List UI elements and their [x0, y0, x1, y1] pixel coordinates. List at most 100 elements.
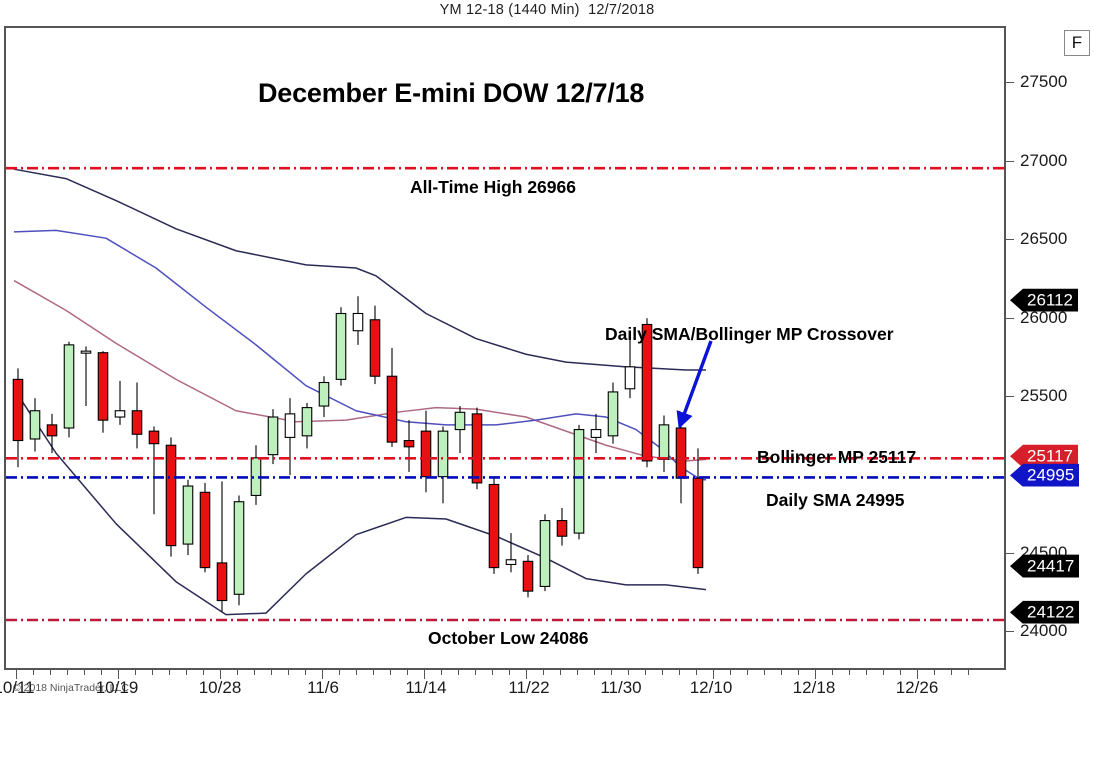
candle-body[interactable]: [692, 477, 704, 569]
date-tick-mark: [951, 670, 952, 675]
date-tick-mark: [203, 670, 204, 675]
annotation-october-low: October Low 24086: [428, 628, 589, 648]
level-marker-24122[interactable]: 24122: [1010, 600, 1080, 624]
date-tick-mark: [611, 670, 612, 675]
candle-body[interactable]: [624, 366, 636, 390]
candle-body[interactable]: [641, 323, 653, 462]
candle-body[interactable]: [267, 416, 279, 456]
date-tick-label: 10/11: [0, 678, 35, 697]
date-tick-mark: [458, 670, 459, 675]
date-tick-mark: [747, 670, 748, 675]
date-axis[interactable]: 10/11 10/19 10/28 11/6 11/14 11/22 11/30 12/10 1…: [0, 670, 1006, 710]
date-tick-mark: [968, 670, 969, 675]
candle-body[interactable]: [97, 352, 109, 421]
level-marker-24417[interactable]: 24417: [1010, 554, 1080, 578]
date-tick-mark: [849, 670, 850, 675]
price-tick-mark: [1006, 396, 1014, 398]
candle-body[interactable]: [454, 411, 466, 431]
series-bollinger-mp: [13, 279, 707, 462]
candle-body[interactable]: [335, 312, 347, 380]
candle-body[interactable]: [573, 429, 585, 534]
candle-body[interactable]: [556, 519, 568, 537]
candle-body[interactable]: [46, 424, 58, 437]
candle-body[interactable]: [318, 381, 330, 407]
price-axis[interactable]: 27500 27000 26500 26000 25500 24500 24000 26112…: [1006, 26, 1094, 670]
candle-body[interactable]: [658, 424, 670, 460]
date-tick-mark: [339, 670, 340, 675]
candle-body[interactable]: [199, 491, 211, 569]
candle-body[interactable]: [352, 312, 364, 332]
date-tick-mark: [900, 670, 901, 675]
series-bollinger-lower-band: [13, 388, 707, 616]
candle-body[interactable]: [488, 483, 500, 569]
last-price-marker[interactable]: 26112: [1010, 288, 1079, 312]
candle-body[interactable]: [386, 375, 398, 443]
candle-body[interactable]: [522, 560, 534, 592]
date-tick-mark: [84, 670, 85, 675]
date-tick-mark: [934, 670, 935, 675]
candle-body[interactable]: [607, 391, 619, 437]
candle-body[interactable]: [63, 344, 75, 429]
candle-body[interactable]: [420, 430, 432, 478]
date-tick-mark: [407, 670, 408, 675]
candle-body[interactable]: [131, 410, 143, 435]
chart-plot-area[interactable]: © 2018 NinjaTrader, LLC: [4, 26, 1006, 694]
date-tick-mark: [866, 670, 867, 675]
candle-body[interactable]: [505, 559, 517, 566]
series-bollinger-upper-band: [13, 168, 706, 371]
annotation-crossover: Daily SMA/Bollinger MP Crossover: [605, 324, 894, 344]
date-tick-mark: [696, 670, 697, 675]
date-tick-label: 11/14: [405, 678, 447, 697]
candle-body[interactable]: [165, 444, 177, 547]
date-tick-mark: [67, 670, 68, 675]
date-tick-mark: [254, 670, 255, 675]
date-tick-mark: [288, 670, 289, 675]
price-tick-label: 26000: [1020, 307, 1068, 327]
daily-sma-group: [13, 229, 706, 481]
date-tick-mark: [713, 670, 714, 679]
candle-body[interactable]: [12, 378, 24, 442]
date-tick-mark: [441, 670, 442, 675]
date-tick-mark: [679, 670, 680, 675]
date-tick-mark: [373, 670, 374, 675]
candle-body[interactable]: [437, 430, 449, 478]
candle-body[interactable]: [301, 407, 313, 437]
date-tick-mark: [883, 670, 884, 675]
date-tick-mark: [560, 670, 561, 675]
candle-body[interactable]: [182, 485, 194, 545]
candle-body[interactable]: [29, 410, 41, 440]
date-tick-mark: [424, 670, 425, 679]
candle-body[interactable]: [114, 410, 126, 418]
date-tick-mark: [764, 670, 765, 675]
candle-body[interactable]: [403, 439, 415, 448]
date-tick-mark: [118, 670, 119, 679]
date-tick-label: 11/6: [307, 678, 339, 697]
date-tick-label: 12/18: [792, 678, 836, 697]
candle-body[interactable]: [80, 350, 92, 354]
date-tick-mark: [356, 670, 357, 675]
date-tick-mark: [169, 670, 170, 675]
date-tick-mark: [305, 670, 306, 675]
date-tick-mark: [594, 670, 595, 675]
f-button[interactable]: F: [1064, 30, 1090, 56]
candle-body[interactable]: [675, 427, 687, 479]
candle-body[interactable]: [284, 413, 296, 438]
candle-body[interactable]: [148, 430, 160, 445]
candle-body[interactable]: [590, 429, 602, 438]
date-tick-mark: [101, 670, 102, 675]
date-tick-mark: [662, 670, 663, 675]
candle-body[interactable]: [216, 562, 228, 602]
daily-sma-marker[interactable]: 24995: [1010, 463, 1080, 487]
window-title: YM 12-18 (1440 Min) 12/7/2018: [439, 2, 655, 18]
candle-body[interactable]: [369, 319, 381, 377]
candle-body[interactable]: [539, 519, 551, 587]
candle-body[interactable]: [233, 501, 245, 595]
date-tick-mark: [798, 670, 799, 675]
date-tick-mark: [917, 670, 918, 679]
bollinger-mp-marker[interactable]: 25117: [1010, 444, 1079, 468]
candle-body[interactable]: [471, 413, 483, 484]
price-tick-mark: [1006, 82, 1014, 84]
date-tick-mark: [815, 670, 816, 679]
date-tick-mark: [186, 670, 187, 675]
